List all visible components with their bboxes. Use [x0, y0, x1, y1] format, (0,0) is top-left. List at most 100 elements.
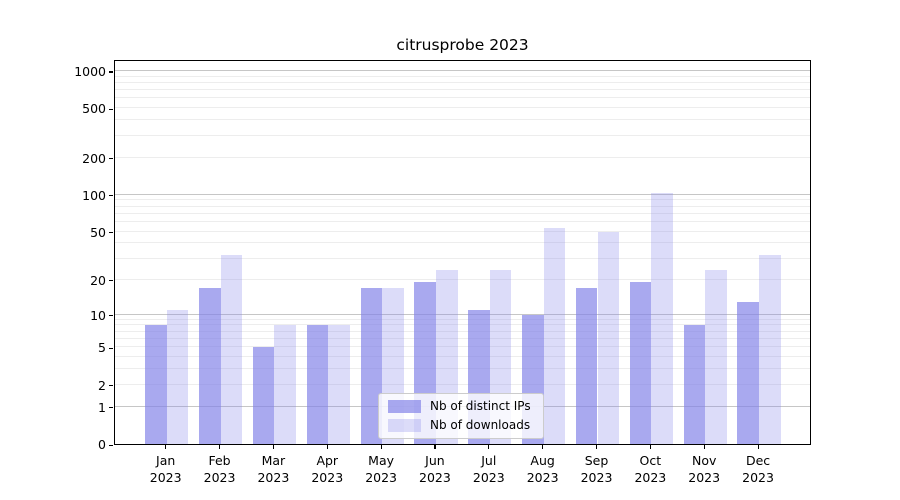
x-tick-label-feb: Feb 2023: [203, 453, 236, 485]
legend-item-distinct-ips: Nb of distinct IPs: [388, 399, 535, 413]
y-tick-mark-100: [109, 195, 113, 197]
legend: Nb of distinct IPs Nb of downloads: [378, 393, 544, 439]
y-tick-label-50: 50: [90, 224, 106, 240]
x-tick-mark-jan: [165, 445, 167, 449]
y-tick-mark-2: [109, 385, 113, 387]
x-tick-mark-may: [380, 445, 382, 449]
y-tick-mark-1: [109, 407, 113, 409]
x-tick-label-mar: Mar 2023: [257, 453, 290, 485]
gridline-20: [115, 278, 810, 280]
gridline-40: [115, 242, 810, 244]
bar-distinct-ips-jan: [145, 325, 167, 444]
gridline-60: [115, 221, 810, 223]
x-tick-mark-aug: [542, 445, 544, 449]
y-tick-mark-1000: [109, 71, 113, 73]
x-tick-mark-sep: [596, 445, 598, 449]
bar-downloads-apr: [328, 325, 350, 444]
gridline-600: [115, 97, 810, 99]
y-tick-label-100: 100: [82, 187, 106, 203]
y-tick-mark-200: [109, 158, 113, 160]
gridline-2: [115, 383, 810, 385]
gridline-80: [115, 205, 810, 207]
legend-swatch-downloads: [388, 418, 421, 432]
gridline-800: [115, 81, 810, 83]
x-tick-label-jul: Jul 2023: [472, 453, 505, 485]
x-tick-label-jan: Jan 2023: [149, 453, 182, 485]
gridline-100: [115, 193, 810, 195]
bar-distinct-ips-mar: [252, 347, 275, 444]
y-tick-label-1: 1: [98, 399, 106, 415]
bar-downloads-oct: [651, 193, 673, 444]
gridline-90: [115, 199, 810, 201]
bar-distinct-ips-feb: [198, 287, 221, 444]
gridline-10: [115, 313, 810, 315]
x-tick-mark-mar: [272, 445, 275, 449]
x-tick-label-sep: Sep 2023: [580, 453, 613, 485]
bar-downloads-mar: [274, 325, 296, 444]
x-tick-mark-dec: [757, 445, 759, 449]
gridline-3: [115, 368, 810, 370]
x-tick-mark-feb: [219, 445, 221, 449]
legend-item-downloads: Nb of downloads: [388, 418, 535, 432]
bar-downloads-dec: [759, 255, 781, 444]
x-tick-mark-nov: [703, 445, 705, 449]
bar-downloads-aug: [543, 227, 566, 444]
plot-area: Nb of distinct IPs Nb of downloads: [114, 60, 811, 445]
y-tick-label-5: 5: [98, 340, 106, 356]
y-tick-label-1000: 1000: [74, 63, 106, 79]
y-tick-mark-5: [109, 347, 113, 349]
bars-layer: [115, 61, 810, 444]
gridline-7: [115, 330, 810, 332]
bar-distinct-ips-dec: [737, 301, 760, 444]
bar-downloads-jan: [166, 309, 189, 444]
gridline-900: [115, 75, 810, 77]
bar-distinct-ips-oct: [629, 282, 652, 444]
y-tick-mark-20: [109, 280, 113, 282]
legend-label-distinct-ips: Nb of distinct IPs: [430, 399, 531, 413]
x-tick-label-oct: Oct 2023: [634, 453, 667, 485]
x-tick-label-jun: Jun 2023: [419, 453, 451, 485]
legend-swatch-distinct-ips: [388, 399, 421, 413]
gridline-8: [115, 324, 810, 326]
y-tick-mark-500: [109, 108, 113, 110]
gridline-500: [115, 107, 810, 109]
y-tick-mark-0: [109, 444, 113, 446]
gridline-50: [115, 230, 810, 232]
y-tick-label-500: 500: [82, 101, 106, 117]
y-tick-mark-50: [109, 232, 113, 234]
gridline-30: [115, 257, 810, 259]
x-tick-label-may: May 2023: [365, 453, 397, 485]
bar-distinct-ips-nov: [683, 325, 706, 444]
x-tick-mark-jul: [488, 445, 490, 449]
bar-distinct-ips-apr: [306, 325, 329, 444]
x-tick-label-dec: Dec 2023: [742, 453, 774, 485]
bar-distinct-ips-sep: [575, 287, 598, 444]
x-tick-label-nov: Nov 2023: [688, 453, 721, 485]
gridline-1000: [115, 69, 810, 71]
y-tick-mark-10: [109, 315, 113, 317]
bar-downloads-feb: [220, 255, 243, 444]
x-tick-label-apr: Apr 2023: [311, 453, 344, 485]
gridline-200: [115, 156, 810, 158]
y-tick-label-200: 200: [82, 150, 106, 166]
gridline-400: [115, 119, 810, 121]
chart-title: citrusprobe 2023: [396, 36, 529, 54]
grid-layer: [115, 61, 810, 444]
x-tick-mark-oct: [649, 445, 652, 449]
bar-downloads-nov: [705, 270, 727, 444]
gridline-70: [115, 212, 810, 214]
gridline-4: [115, 356, 810, 358]
gridline-700: [115, 89, 810, 91]
x-tick-label-aug: Aug 2023: [526, 453, 559, 485]
bar-distinct-ips-may: [360, 287, 383, 444]
gridline-6: [115, 337, 810, 339]
gridline-5: [115, 346, 810, 348]
y-tick-label-2: 2: [98, 377, 106, 393]
gridline-300: [115, 134, 810, 136]
y-tick-label-10: 10: [90, 307, 106, 323]
x-tick-mark-jun: [434, 445, 436, 449]
bar-downloads-sep: [597, 231, 620, 444]
legend-label-downloads: Nb of downloads: [430, 418, 531, 432]
y-tick-label-0: 0: [98, 437, 106, 452]
